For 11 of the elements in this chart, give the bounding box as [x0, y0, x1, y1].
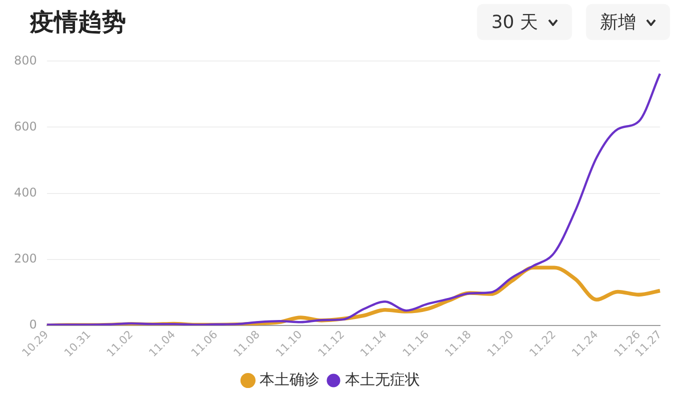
legend-label: 本土无症状 [345, 370, 420, 388]
legend-label: 本土确诊 [260, 370, 320, 388]
chart-title: 疫情趋势 [30, 7, 126, 38]
line-series [46, 72, 662, 326]
y-tick-label: 200 [14, 251, 37, 266]
dropdown-field: 新增 [586, 4, 670, 40]
dropdown-field: 30 天 [477, 4, 572, 40]
y-tick-label: 0 [29, 318, 37, 332]
y-tick-label: 600 [14, 119, 37, 134]
y-tick-label: 400 [14, 185, 37, 200]
y-tick-label: 800 [14, 53, 37, 68]
